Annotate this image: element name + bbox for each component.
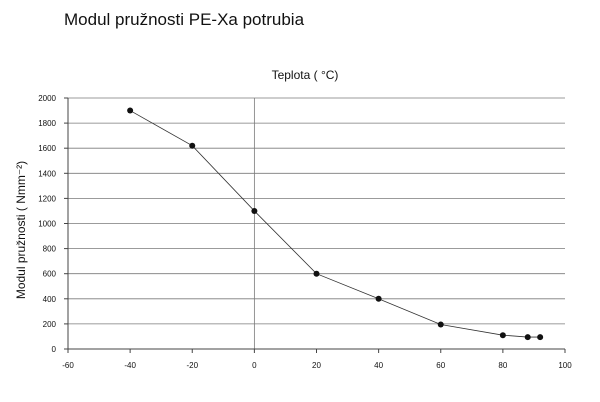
y-tick-label: 1800	[38, 119, 56, 128]
data-point	[499, 332, 506, 339]
data-point	[251, 207, 258, 214]
x-tick-label: 80	[498, 361, 507, 370]
y-tick-label: 1400	[38, 169, 56, 178]
data-point	[313, 270, 320, 277]
y-tick-label: 1000	[38, 220, 56, 229]
x-tick-label: 40	[374, 361, 383, 370]
x-tick-label: 0	[252, 361, 257, 370]
x-tick-label: -60	[62, 361, 74, 370]
page-title: Modul pružnosti PE-Xa potrubia	[64, 10, 305, 29]
x-tick-label: 100	[558, 361, 572, 370]
ticks: 0200400600800100012001400160018002000-60…	[38, 94, 572, 370]
x-tick-label: -20	[186, 361, 198, 370]
data-point	[537, 334, 544, 341]
y-tick-label: 600	[43, 270, 57, 279]
y-tick-label: 800	[43, 245, 57, 254]
data-point	[127, 107, 134, 114]
x-tick-label: -40	[124, 361, 136, 370]
y-tick-label: 2000	[38, 94, 56, 103]
grid	[68, 97, 565, 325]
y-tick-label: 1200	[38, 194, 56, 203]
y-tick-label: 200	[43, 320, 57, 329]
data-point	[524, 334, 531, 341]
data-point	[375, 295, 382, 302]
data-point	[189, 142, 196, 149]
x-tick-label: 60	[436, 361, 445, 370]
data-point	[437, 321, 444, 328]
y-tick-label: 1600	[38, 144, 56, 153]
x-axis-title: Teplota ( °C)	[271, 68, 339, 82]
y-tick-label: 0	[52, 345, 57, 354]
series	[127, 107, 544, 341]
x-tick-label: 20	[312, 361, 321, 370]
y-tick-label: 400	[43, 295, 57, 304]
